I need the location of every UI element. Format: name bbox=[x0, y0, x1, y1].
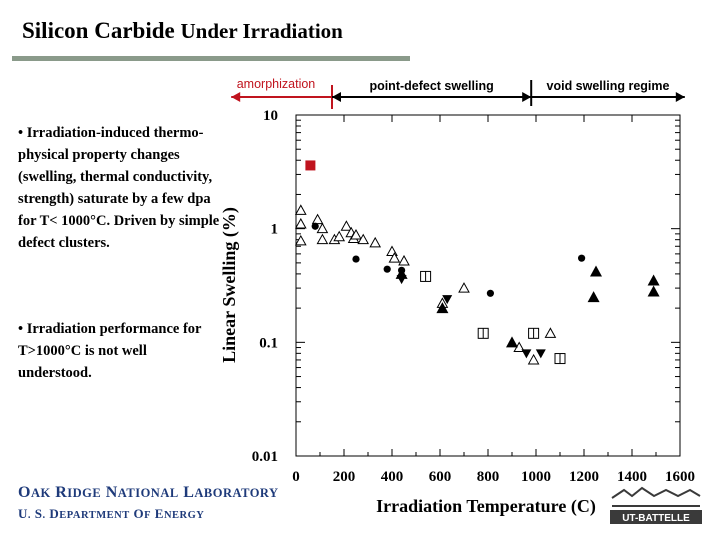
data-point-inverted-triangle bbox=[442, 295, 453, 305]
doe-logo-text: U. S. DEPARTMENT OF ENERGY bbox=[18, 506, 205, 521]
x-tick-label: 1600 bbox=[665, 469, 695, 485]
data-point-filled-triangle bbox=[647, 274, 660, 286]
data-point-filled-triangle bbox=[506, 336, 518, 348]
bullet-swelling-saturation: • Irradiation-induced thermo-physical pr… bbox=[18, 125, 220, 251]
y-tick-label: 1 bbox=[271, 222, 279, 238]
data-point-open-triangle bbox=[386, 245, 398, 256]
data-point-open-triangle bbox=[294, 234, 307, 246]
data-point-open-triangle bbox=[316, 222, 329, 234]
data-point-open-triangle bbox=[369, 236, 382, 248]
x-tick-label: 1400 bbox=[617, 469, 647, 485]
y-tick-label: 0.1 bbox=[259, 335, 278, 351]
x-tick-label: 200 bbox=[333, 469, 356, 485]
title-underline bbox=[12, 56, 410, 61]
data-point-open-triangle bbox=[311, 213, 324, 225]
regime-label: amorphization bbox=[237, 77, 316, 91]
y-tick-label: 10 bbox=[263, 108, 278, 124]
regime-label: point-defect swelling bbox=[369, 79, 493, 93]
x-tick-label: 400 bbox=[381, 469, 404, 485]
data-point-open-triangle bbox=[316, 233, 329, 245]
data-point-filled-triangle bbox=[647, 285, 660, 297]
data-point-filled-circle bbox=[352, 255, 360, 263]
data-point-open-triangle bbox=[544, 327, 557, 338]
data-point-inverted-triangle bbox=[396, 275, 407, 285]
ut-battelle-logo: UT-BATTELLE bbox=[610, 486, 702, 524]
data-point-filled-circle bbox=[578, 254, 586, 262]
data-point-open-triangle bbox=[527, 353, 540, 365]
x-axis-label: Irradiation Temperature (C) bbox=[376, 496, 596, 517]
data-point-open-triangle bbox=[350, 228, 362, 240]
regime-arrow bbox=[522, 92, 532, 102]
data-point-inverted-triangle bbox=[535, 349, 546, 359]
ornl-logo-text: OAK RIDGE NATIONAL LABORATORY bbox=[18, 484, 279, 501]
y-axis-label: Linear Swelling (%) bbox=[219, 207, 240, 363]
x-tick-label: 600 bbox=[429, 469, 452, 485]
data-point-filled-circle bbox=[383, 265, 391, 273]
title-subtitle: Under Irradiation bbox=[180, 19, 343, 43]
regime-arrow bbox=[231, 92, 241, 102]
regime-arrow bbox=[675, 92, 685, 102]
y-tick-label: 0.01 bbox=[252, 449, 278, 465]
x-tick-label: 0 bbox=[292, 469, 300, 485]
data-point-filled-circle bbox=[486, 289, 494, 297]
title-main: Silicon Carbide bbox=[22, 18, 175, 43]
plot-frame bbox=[295, 114, 681, 457]
x-tick-label: 800 bbox=[477, 469, 500, 485]
data-point-filled-triangle bbox=[436, 302, 449, 314]
slide-title: Silicon Carbide Under Irradiation bbox=[22, 18, 343, 44]
data-point-inverted-triangle bbox=[521, 349, 532, 359]
data-point-open-triangle bbox=[294, 217, 307, 229]
x-tick-label: 1000 bbox=[521, 469, 551, 485]
data-point-open-triangle bbox=[294, 204, 307, 215]
regime-arrow bbox=[332, 92, 341, 102]
data-point-open-triangle bbox=[388, 252, 401, 263]
x-tick-label: 1200 bbox=[569, 469, 599, 485]
data-point-open-triangle bbox=[357, 233, 370, 245]
data-point-open-triangle bbox=[398, 254, 410, 266]
data-point-filled-triangle bbox=[587, 291, 600, 303]
data-point-open-triangle bbox=[458, 282, 470, 293]
data-point-amorphized bbox=[305, 160, 316, 171]
data-point-filled-triangle bbox=[590, 265, 602, 277]
svg-text:UT-BATTELLE: UT-BATTELLE bbox=[622, 513, 690, 524]
bullet-high-temperature: • Irradiation performance for T>1000°C i… bbox=[18, 321, 202, 381]
data-point-open-triangle bbox=[340, 220, 353, 231]
regime-label: void swelling regime bbox=[547, 79, 670, 93]
data-point-filled-circle bbox=[311, 222, 319, 230]
data-point-open-triangle bbox=[333, 230, 346, 242]
